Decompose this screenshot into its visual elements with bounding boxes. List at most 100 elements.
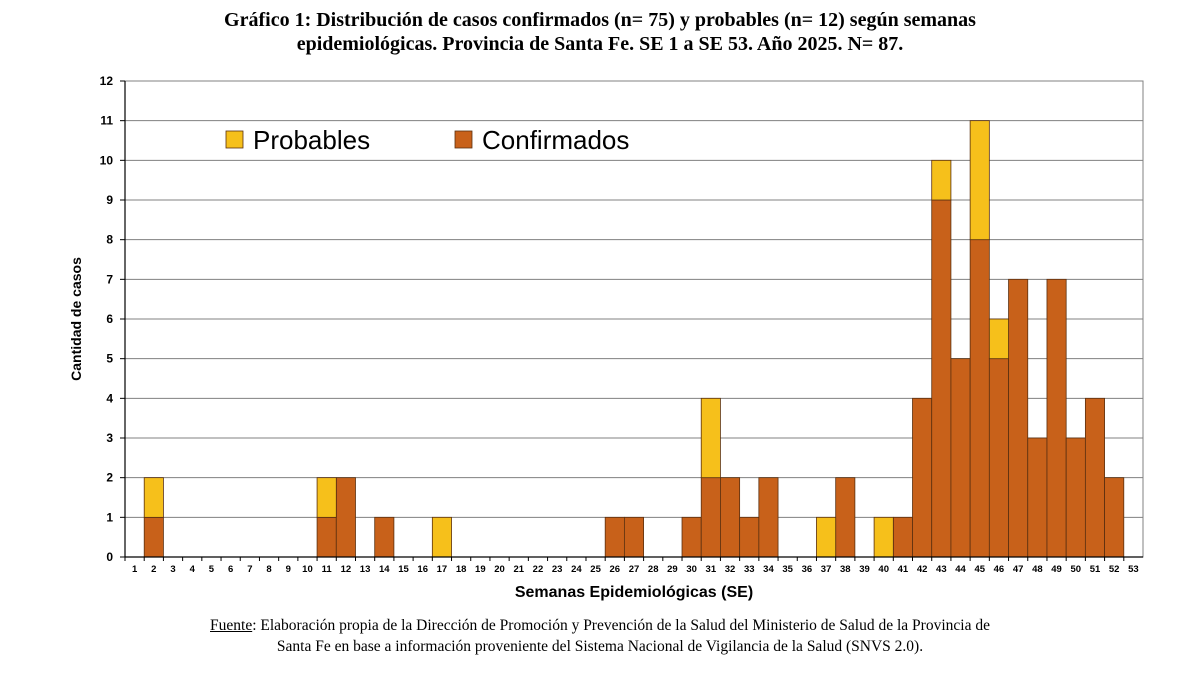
y-tick-label: 3 — [106, 431, 113, 445]
y-tick-label: 9 — [106, 193, 113, 207]
bar-probables — [969, 120, 990, 241]
x-tick-label: 51 — [1090, 564, 1101, 575]
x-tick-label: 42 — [917, 564, 928, 575]
bar-confirmados — [143, 516, 164, 558]
source-note: Fuente: Elaboración propia de la Direcci… — [0, 615, 1200, 657]
bar-probables — [816, 516, 837, 558]
x-axis-label: Semanas Epidemiológicas (SE) — [515, 584, 753, 601]
x-tick-label: 36 — [802, 564, 813, 575]
x-tick-label: 13 — [360, 564, 371, 575]
bar-confirmados — [1104, 477, 1125, 558]
x-tick-label: 3 — [170, 564, 175, 575]
x-tick-label: 35 — [782, 564, 793, 575]
bar-probables — [143, 477, 164, 518]
y-tick-label: 8 — [106, 233, 113, 247]
x-tick-label: 24 — [571, 564, 582, 575]
x-tick-label: 45 — [974, 564, 985, 575]
x-tick-label: 26 — [610, 564, 621, 575]
bar-confirmados — [988, 358, 1009, 558]
y-tick-label: 11 — [100, 114, 113, 128]
x-tick-label: 8 — [266, 564, 271, 575]
x-tick-label: 50 — [1070, 564, 1081, 575]
x-tick-label: 2 — [151, 564, 156, 575]
bar-confirmados — [316, 516, 337, 558]
x-tick-label: 28 — [648, 564, 659, 575]
legend-label-probables: Probables — [253, 125, 370, 155]
chart-title-line-2: epidemiológicas. Provincia de Santa Fe. … — [296, 33, 904, 55]
x-tick-label: 30 — [686, 564, 697, 575]
x-tick-label: 7 — [247, 564, 252, 575]
bar-probables — [700, 397, 721, 479]
x-tick-label: 9 — [286, 564, 291, 575]
x-tick-label: 43 — [936, 564, 947, 575]
chart-title-line-1: Gráfico 1: Distribución de casos confirm… — [224, 9, 976, 31]
bar-probables — [431, 516, 452, 558]
y-axis-label: Cantidad de casos — [68, 257, 84, 381]
bar-confirmados — [335, 477, 356, 558]
x-tick-label: 20 — [494, 564, 505, 575]
legend-swatch-probables — [225, 130, 244, 149]
y-tick-label: 1 — [106, 510, 113, 524]
source-line-2: Santa Fe en base a información provenien… — [276, 638, 924, 655]
x-tick-label: 38 — [840, 564, 851, 575]
source-label: Fuente — [210, 617, 253, 634]
x-tick-label: 11 — [322, 564, 333, 575]
x-tick-label: 6 — [228, 564, 233, 575]
x-tick-label: 33 — [744, 564, 755, 575]
x-tick-label: 5 — [209, 564, 215, 575]
y-tick-label: 12 — [100, 74, 114, 88]
x-tick-label: 32 — [725, 564, 736, 575]
bar-confirmados — [969, 239, 990, 558]
x-tick-label: 34 — [763, 564, 774, 575]
y-tick-label: 5 — [106, 352, 113, 366]
legend-swatch-confirmados — [454, 130, 473, 149]
bar-confirmados — [604, 516, 625, 558]
x-tick-label: 15 — [398, 564, 409, 575]
x-tick-label: 44 — [955, 564, 966, 575]
y-tick-label: 10 — [100, 153, 114, 167]
bar-confirmados — [1008, 278, 1029, 558]
bar-confirmados — [681, 516, 702, 558]
x-tick-label: 40 — [878, 564, 889, 575]
x-tick-label: 10 — [302, 564, 313, 575]
bar-confirmados — [892, 516, 913, 558]
x-tick-label: 22 — [533, 564, 544, 575]
x-tick-label: 31 — [706, 564, 717, 575]
bar-confirmados — [758, 477, 779, 558]
y-tick-label: 6 — [106, 312, 113, 326]
source-text-1: : Elaboración propia de la Dirección de … — [252, 617, 990, 634]
y-tick-label: 2 — [106, 471, 113, 485]
x-tick-label: 37 — [821, 564, 832, 575]
x-tick-label: 16 — [417, 564, 428, 575]
bar-confirmados — [931, 199, 952, 558]
y-tick-label: 0 — [106, 550, 113, 564]
x-tick-label: 39 — [859, 564, 870, 575]
x-tick-label: 49 — [1051, 564, 1062, 575]
x-tick-label: 52 — [1109, 564, 1120, 575]
bar-probables — [931, 159, 952, 201]
bar-confirmados — [700, 477, 721, 558]
bar-confirmados — [623, 516, 645, 558]
x-tick-label: 21 — [513, 564, 524, 575]
bar-confirmados — [1065, 437, 1086, 558]
x-tick-label: 17 — [437, 564, 448, 575]
x-tick-label: 27 — [629, 564, 640, 575]
bar-confirmados — [912, 397, 933, 558]
x-tick-label: 18 — [456, 564, 467, 575]
bar-confirmados — [1027, 437, 1048, 558]
bar-probables — [988, 318, 1009, 360]
x-tick-label: 29 — [667, 564, 678, 575]
x-tick-label: 23 — [552, 564, 563, 575]
bar-confirmados — [950, 358, 971, 558]
bar-confirmados — [1084, 397, 1105, 558]
bar-confirmados — [835, 477, 856, 558]
x-tick-label: 25 — [590, 564, 601, 575]
source-line-1: Fuente: Elaboración propia de la Direcci… — [0, 615, 1200, 636]
x-tick-label: 14 — [379, 564, 390, 575]
chart-title: Gráfico 1: Distribución de casos confirm… — [0, 8, 1200, 56]
x-tick-label: 53 — [1128, 564, 1139, 575]
x-tick-label: 46 — [994, 564, 1005, 575]
x-tick-label: 1 — [132, 564, 138, 575]
legend-label-confirmados: Confirmados — [482, 125, 629, 155]
